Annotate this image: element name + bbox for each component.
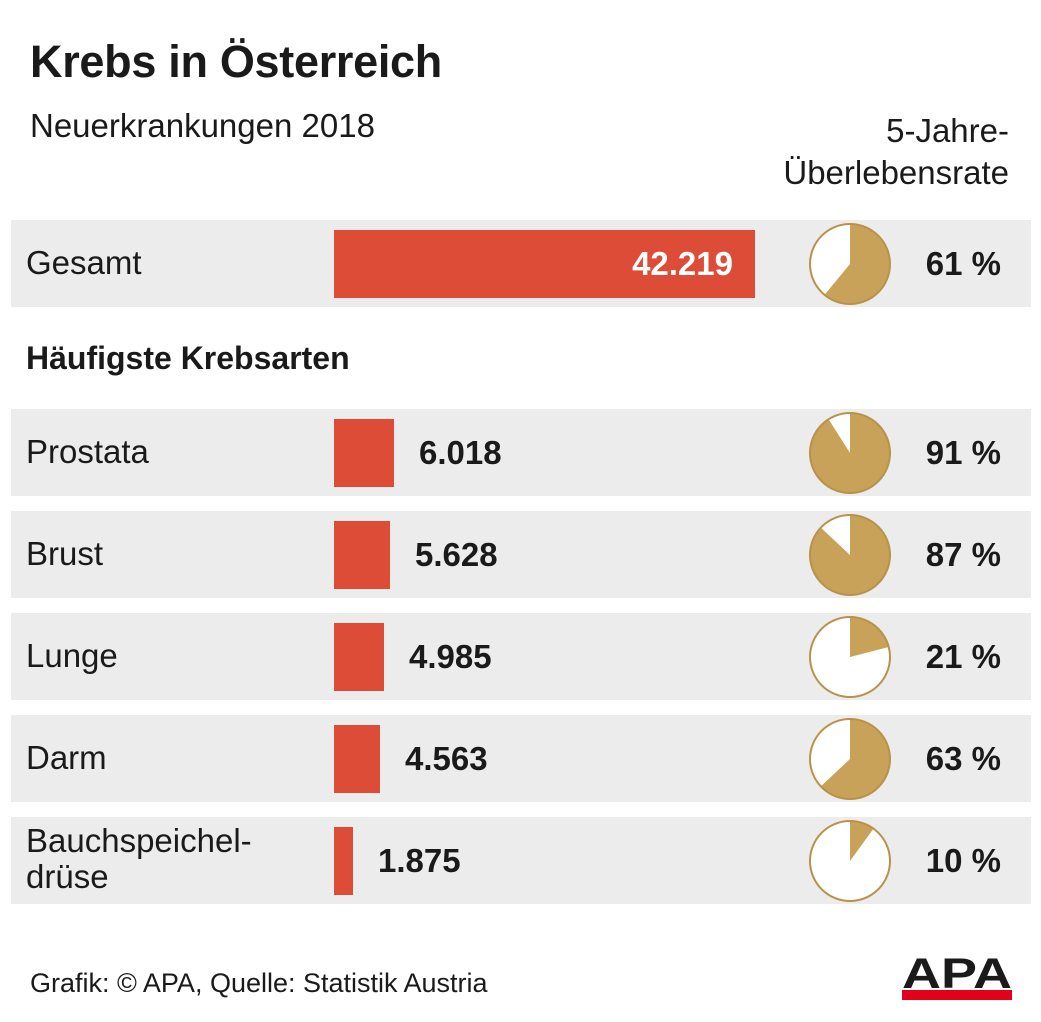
pie-outline xyxy=(809,616,891,698)
survival-pie xyxy=(809,616,891,698)
chart-row: Gesamt 42.219 61 % xyxy=(11,220,1031,307)
category-label-line: drüse xyxy=(26,858,109,895)
category-label: Gesamt xyxy=(26,245,142,281)
bar xyxy=(334,230,755,298)
chart-row: Brust 5.628 87 % xyxy=(11,511,1031,598)
category-label-line: Brust xyxy=(26,535,104,572)
pie-slice xyxy=(810,413,891,493)
bar-value-label: 1.875 xyxy=(378,842,461,879)
bar-value-label: 4.985 xyxy=(409,638,492,675)
survival-pie xyxy=(809,223,891,305)
category-label: Prostata xyxy=(26,434,149,470)
chart-row: Darm 4.563 63 % xyxy=(11,715,1031,802)
bar xyxy=(334,827,353,895)
pie-slice xyxy=(810,515,891,595)
survival-rate-label: 21 % xyxy=(925,638,1001,675)
category-label-line: Bauchspeichel- xyxy=(26,822,252,859)
pie-outline xyxy=(809,514,891,596)
survival-pie xyxy=(809,820,891,902)
survival-rate-label: 63 % xyxy=(925,740,1001,777)
survival-rate-label: 10 % xyxy=(925,842,1001,879)
apa-logo-stripe xyxy=(902,990,1012,1000)
chart-row: Lunge 4.985 21 % xyxy=(11,613,1031,700)
chart-row: Bauchspeichel-drüse 1.875 10 % xyxy=(11,817,1031,904)
survival-rate-label: 87 % xyxy=(925,536,1001,573)
bar xyxy=(334,419,394,487)
survival-rate-label: 61 % xyxy=(925,245,1001,282)
bar-value-label: 42.219 xyxy=(632,245,733,282)
footer-credit: Grafik: © APA, Quelle: Statistik Austria xyxy=(30,968,488,998)
pie-slice xyxy=(820,719,891,799)
category-label: Darm xyxy=(26,740,107,776)
pie-slice xyxy=(850,617,889,657)
bar xyxy=(334,725,380,793)
bar-value-label: 6.018 xyxy=(419,434,502,471)
pie-outline xyxy=(809,223,891,305)
survival-rate-label: 91 % xyxy=(925,434,1001,471)
survival-rate-header-line2: Überlebensrate xyxy=(783,154,1009,191)
survival-pie xyxy=(809,412,891,494)
pie-slice xyxy=(850,821,874,861)
survival-pie xyxy=(809,514,891,596)
bar-value-label: 4.563 xyxy=(405,740,488,777)
survival-rate-header-line1: 5-Jahre- xyxy=(886,112,1009,149)
apa-logo: APA xyxy=(902,952,1012,1000)
pie-outline xyxy=(809,718,891,800)
pie-outline xyxy=(809,820,891,902)
category-label: Brust xyxy=(26,536,103,572)
pie-slice xyxy=(824,224,890,304)
category-label-line: Gesamt xyxy=(26,244,142,281)
survival-rate-header: 5-Jahre- Überlebensrate xyxy=(783,110,1009,194)
category-label: Lunge xyxy=(26,638,118,674)
category-label-line: Lunge xyxy=(26,637,118,674)
chart-title: Krebs in Österreich xyxy=(30,36,442,87)
category-label: Bauchspeichel-drüse xyxy=(26,823,252,895)
section-title: Häufigste Krebsarten xyxy=(26,340,350,376)
category-label-line: Prostata xyxy=(26,433,149,470)
bar xyxy=(334,623,384,691)
pie-outline xyxy=(809,412,891,494)
category-label-line: Darm xyxy=(26,739,107,776)
bar xyxy=(334,521,390,589)
chart-row: Prostata 6.018 91 % xyxy=(11,409,1031,496)
bar-value-label: 5.628 xyxy=(415,536,498,573)
survival-pie xyxy=(809,718,891,800)
chart-subtitle: Neuerkrankungen 2018 xyxy=(30,107,375,144)
